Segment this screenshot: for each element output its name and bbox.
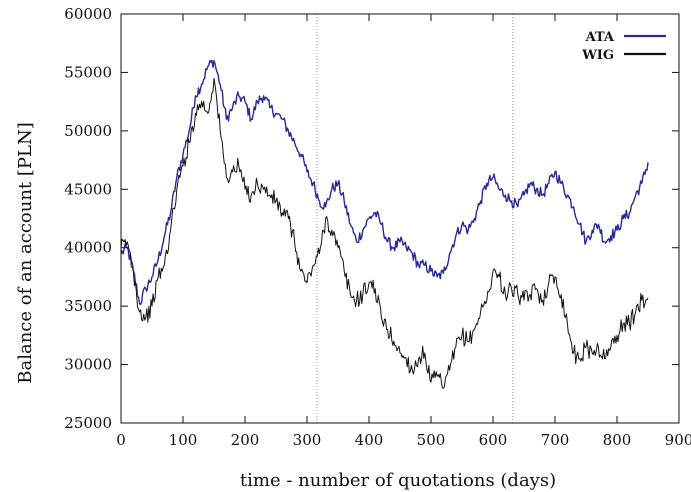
axis-ticks — [120, 13, 680, 424]
x-tick-label: 500 — [417, 431, 446, 449]
y-axis-label: Balance of an account [PLN] — [15, 122, 36, 384]
y-tick-labels: 25000 30000 35000 40000 45000 50000 55000 60000 — [64, 5, 112, 432]
y-tick-label: 45000 — [64, 180, 112, 198]
x-tick-label: 700 — [541, 431, 570, 449]
y-tick-label: 25000 — [64, 414, 112, 432]
y-tick-label: 60000 — [64, 5, 112, 23]
x-axis-label: time - number of quotations (days) — [240, 470, 556, 491]
y-tick-label: 30000 — [64, 356, 112, 374]
series-line-ata — [120, 59, 649, 306]
x-tick-label: 800 — [603, 431, 632, 449]
y-tick-label: 50000 — [64, 122, 112, 140]
series-lines — [120, 59, 649, 389]
y-tick-label: 35000 — [64, 297, 112, 315]
x-tick-label: 400 — [355, 431, 384, 449]
x-tick-label: 100 — [169, 431, 198, 449]
x-tick-label: 600 — [479, 431, 508, 449]
x-tick-label: 300 — [293, 431, 322, 449]
series-line-wig — [120, 77, 649, 389]
legend-label-ata: ATA — [585, 30, 615, 45]
legend: ATA WIG — [581, 30, 666, 63]
plot-frame — [120, 13, 680, 424]
x-tick-label: 200 — [231, 431, 260, 449]
x-tick-labels: 0 100 200 300 400 500 600 700 800 900 — [116, 431, 691, 449]
y-tick-label: 55000 — [64, 63, 112, 81]
x-tick-label: 0 — [116, 431, 126, 449]
vertical-marker-lines — [316, 14, 514, 423]
legend-label-wig: WIG — [581, 48, 614, 63]
x-tick-label: 900 — [665, 431, 691, 449]
y-tick-label: 40000 — [64, 239, 112, 257]
